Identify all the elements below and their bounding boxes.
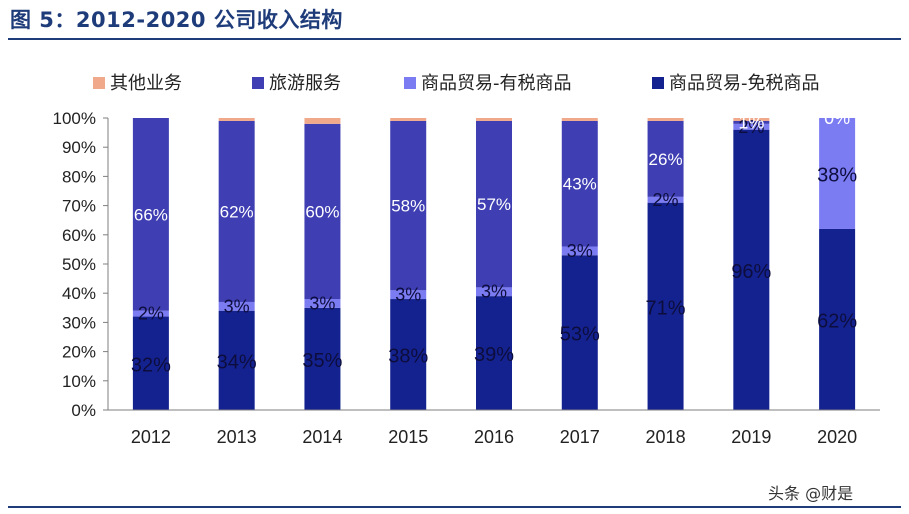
bar-segment: [132, 316, 169, 410]
bar-segment: [304, 299, 341, 308]
data-label: 2%: [653, 190, 679, 210]
bar-segment: [476, 120, 512, 288]
data-label: 3%: [224, 296, 250, 316]
bar-segment: [647, 196, 684, 203]
data-label: 2%: [738, 117, 764, 137]
bar-segment: [561, 246, 598, 256]
bar-segment: [218, 301, 255, 311]
bar-segment: [390, 118, 427, 121]
legend-label: 商品贸易-有税商品: [421, 73, 572, 94]
bar-segment: [647, 202, 684, 410]
bar-segment: [218, 310, 255, 410]
data-label: 58%: [391, 197, 425, 216]
bar-segment: [733, 129, 770, 410]
bar-segment: [476, 296, 512, 410]
bar-segment: [390, 120, 427, 291]
legend-swatch: [404, 77, 416, 89]
data-label: 35%: [302, 350, 342, 372]
legend-swatch: [252, 77, 264, 89]
title-divider: [8, 38, 901, 40]
y-tick-label: 30%: [62, 313, 96, 332]
data-label: 34%: [217, 351, 257, 373]
bar-segment: [476, 287, 512, 297]
x-tick-label: 2014: [302, 427, 342, 447]
y-tick-label: 100%: [53, 109, 96, 128]
bar-segment: [390, 290, 427, 300]
data-label: 43%: [563, 175, 597, 194]
y-tick-label: 10%: [62, 372, 96, 391]
y-tick-label: 0%: [71, 401, 96, 420]
bar-segment: [733, 118, 770, 121]
bar-segment: [132, 310, 169, 317]
x-tick-label: 2019: [731, 427, 771, 447]
legend-label: 旅游服务: [269, 73, 341, 94]
watermark-text: 头条 @财是: [768, 484, 854, 503]
y-tick-label: 20%: [62, 343, 96, 362]
bar-segment: [561, 255, 598, 410]
data-label: 26%: [649, 150, 683, 169]
data-label: 60%: [305, 202, 339, 221]
data-label: 0%: [824, 108, 850, 128]
bar-segment: [390, 299, 427, 410]
bar-segment: [304, 307, 341, 410]
data-label: 53%: [560, 324, 600, 346]
bar-segment: [561, 120, 598, 247]
legend-label: 其他业务: [110, 73, 182, 94]
y-tick-label: 90%: [62, 138, 96, 157]
y-axis: 0% 10% 20% 30% 40% 50% 60% 70% 80% 90% 100%: [53, 109, 109, 420]
data-label: 62%: [220, 202, 254, 221]
y-tick-label: 40%: [62, 284, 96, 303]
x-tick-label: 2020: [817, 427, 857, 447]
x-tick-label: 2017: [560, 427, 600, 447]
bar-segment: [733, 120, 770, 124]
bottom-divider: [8, 506, 901, 508]
data-label: 3%: [567, 241, 593, 261]
data-label: 38%: [817, 164, 857, 186]
y-tick-label: 60%: [62, 226, 96, 245]
data-label: 57%: [477, 195, 511, 214]
legend-label: 商品贸易-免税商品: [669, 73, 820, 94]
figure-title: 图 5：2012-2020 公司收入结构: [10, 8, 343, 32]
bar-segment: [647, 118, 684, 121]
x-tick-label: 2015: [388, 427, 428, 447]
bars-group: [132, 118, 856, 410]
x-tick-label: 2012: [131, 427, 171, 447]
data-label: 3%: [309, 293, 335, 313]
bar-segment: [218, 118, 255, 121]
bar-segment: [733, 123, 770, 130]
bar-segment: [132, 118, 169, 311]
data-label: 38%: [388, 346, 428, 368]
data-label: 62%: [817, 310, 857, 332]
x-axis: 2012 2013 2014 2015 2016 2017 2018 2019 2020: [108, 409, 880, 447]
legend-swatch: [652, 77, 664, 89]
bar-segment: [304, 118, 341, 124]
y-tick-label: 80%: [62, 167, 96, 186]
y-tick-label: 50%: [62, 255, 96, 274]
x-tick-label: 2018: [646, 427, 686, 447]
data-label: 32%: [131, 354, 171, 376]
bar-segment: [218, 120, 255, 302]
data-label: 39%: [474, 344, 514, 366]
data-label: 71%: [646, 297, 686, 319]
chart-legend: 其他业务 旅游服务 商品贸易-有税商品 商品贸易-免税商品: [93, 73, 820, 94]
data-label: 2%: [138, 304, 164, 324]
bar-segment: [819, 118, 856, 229]
data-label: 1%: [738, 112, 764, 132]
data-label: 3%: [395, 285, 421, 305]
legend-swatch: [93, 77, 105, 89]
data-labels-group: 32% 2% 66% 34% 3% 62% 35% 3% 60% 38% 3% 58% 39% 3% 57%…: [131, 108, 857, 376]
bar-segment: [476, 118, 512, 121]
bar-segment: [304, 123, 341, 300]
x-tick-label: 2013: [217, 427, 257, 447]
y-tick-label: 70%: [62, 197, 96, 216]
data-label: 3%: [481, 282, 507, 302]
data-label: 96%: [731, 261, 771, 283]
bar-segment: [561, 118, 598, 121]
data-label: 66%: [134, 205, 168, 224]
x-tick-label: 2016: [474, 427, 514, 447]
bar-segment: [647, 120, 684, 197]
bar-segment: [819, 228, 856, 410]
